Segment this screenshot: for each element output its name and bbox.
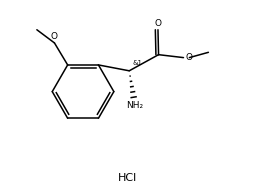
- Text: O: O: [51, 32, 58, 41]
- Text: NH₂: NH₂: [126, 101, 143, 110]
- Text: HCl: HCl: [117, 173, 137, 183]
- Text: O: O: [186, 53, 192, 61]
- Text: &1: &1: [132, 60, 142, 66]
- Text: O: O: [154, 19, 161, 28]
